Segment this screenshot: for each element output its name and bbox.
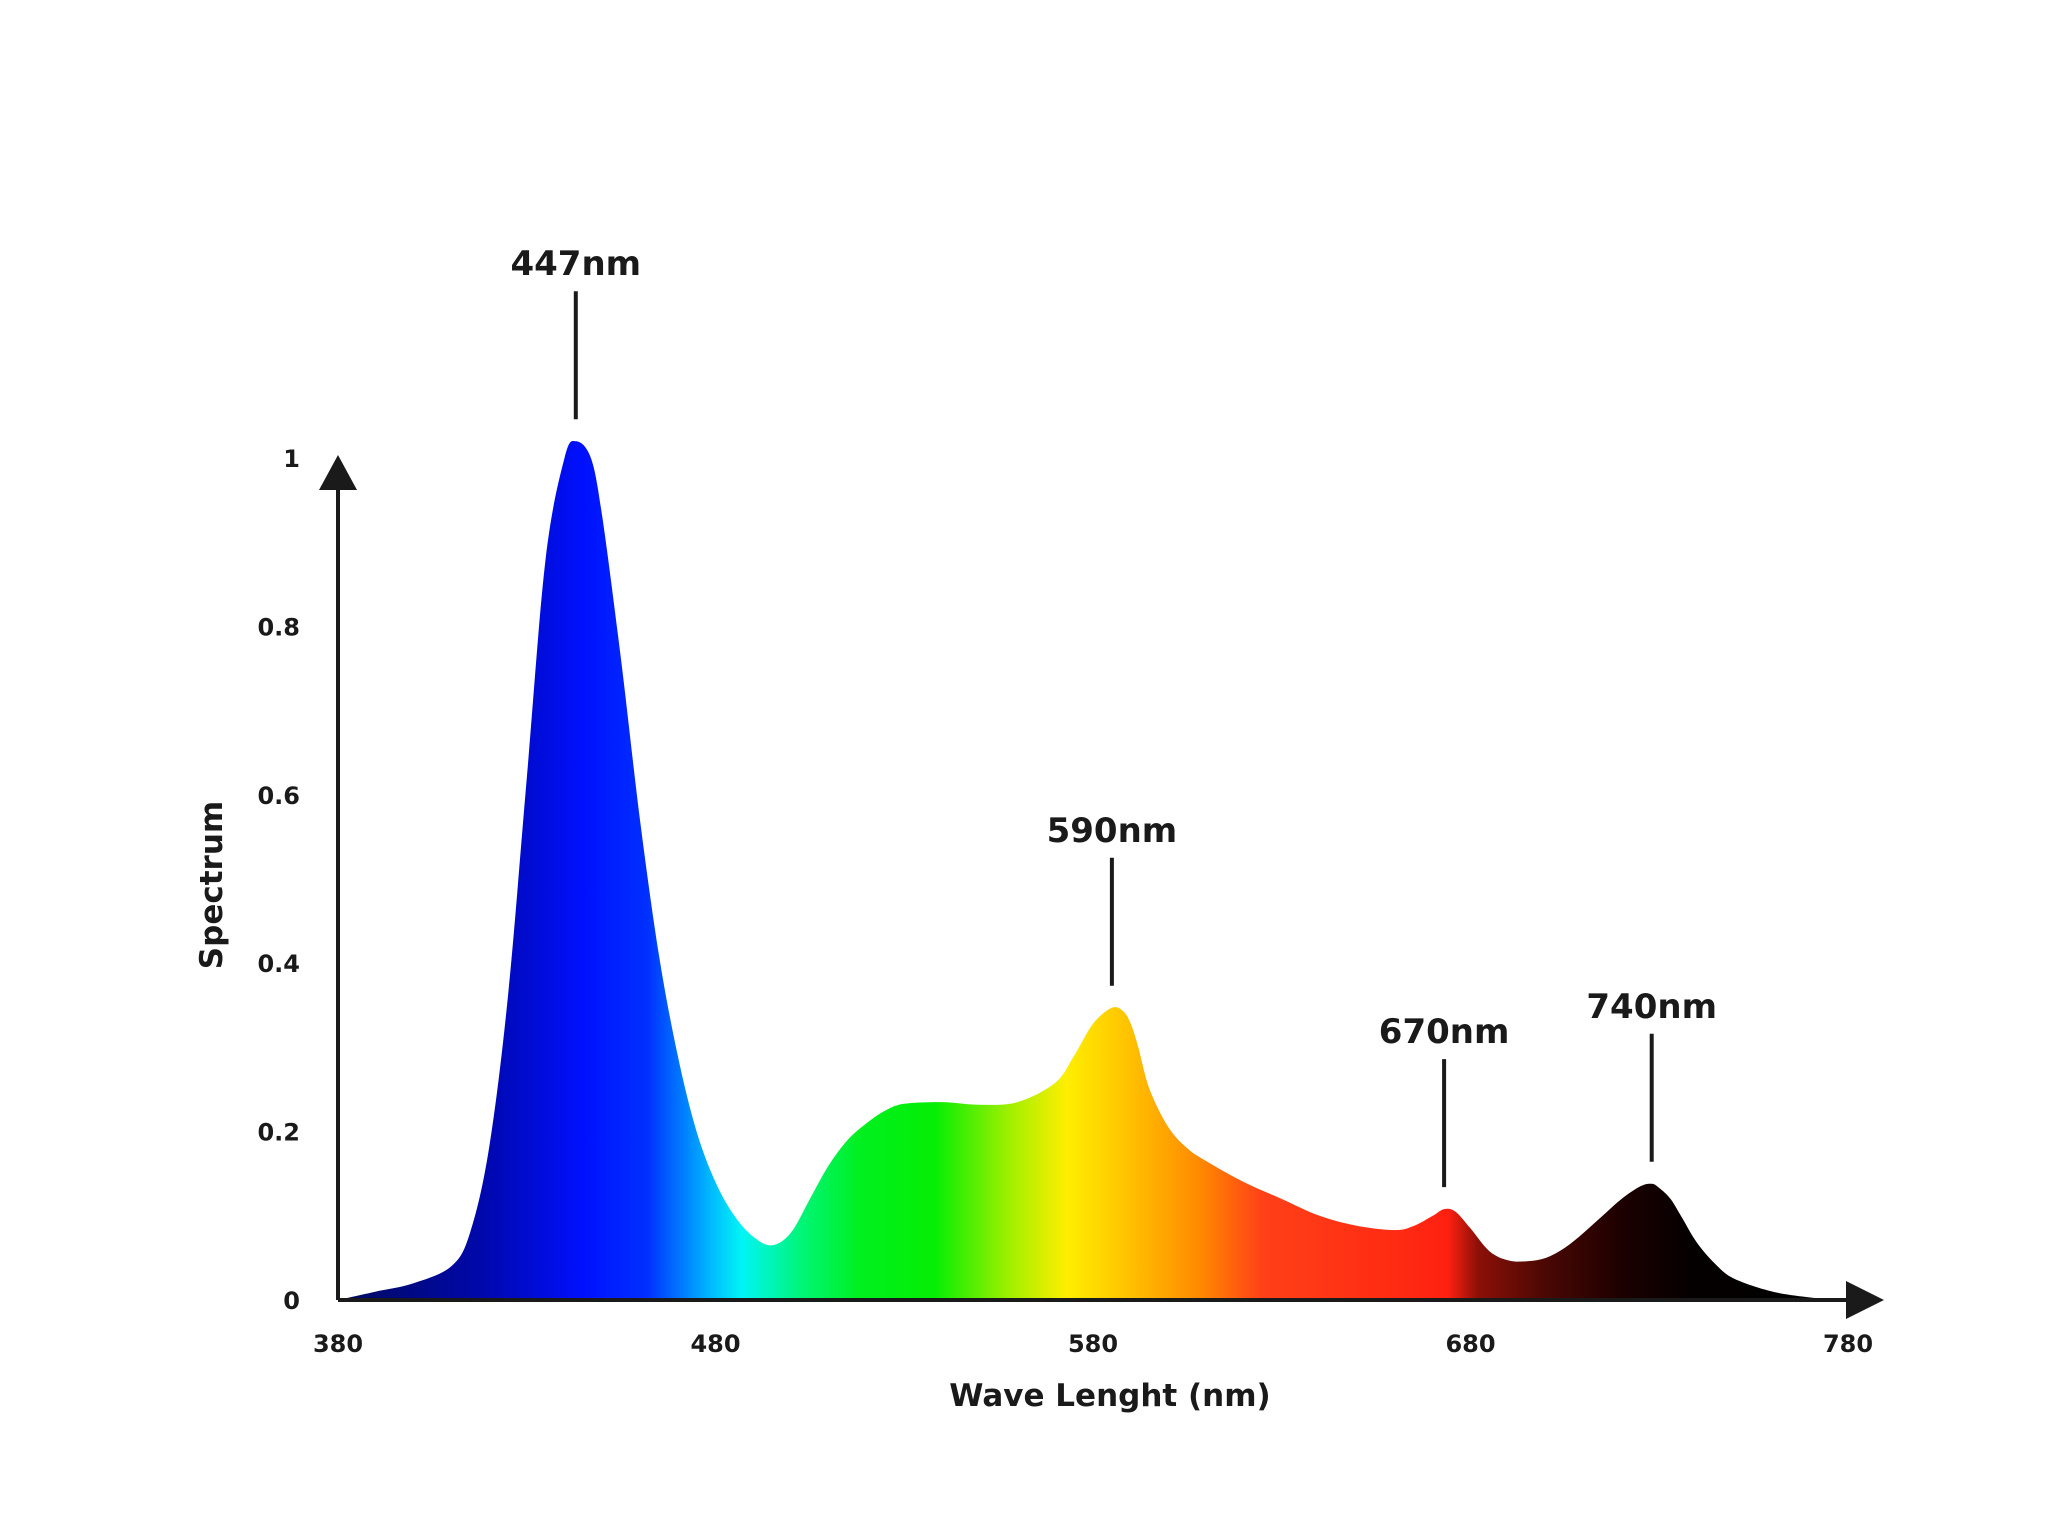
peak-label: 590nm	[1047, 811, 1178, 851]
y-tick-label: 0.2	[257, 1119, 300, 1147]
peak-label: 670nm	[1379, 1012, 1510, 1052]
x-tick-label: 680	[1445, 1330, 1495, 1358]
x-axis-arrow	[1846, 1281, 1884, 1319]
spectrum-area	[338, 441, 1848, 1300]
x-tick-label: 580	[1068, 1330, 1118, 1358]
peak-label: 740nm	[1586, 987, 1717, 1027]
x-tick-label: 380	[313, 1330, 363, 1358]
x-axis-title: Wave Lenght (nm)	[949, 1378, 1270, 1414]
y-tick-label: 0	[283, 1287, 300, 1315]
y-tick-label: 0.6	[257, 782, 300, 810]
peak-label: 447nm	[510, 244, 641, 284]
labels: Wave Lenght (nm) Spectrum 380 480 580 680 78…	[194, 244, 1873, 1414]
y-axis-arrow	[319, 455, 357, 490]
y-tick-label: 1	[283, 445, 300, 473]
plot-area	[338, 441, 1848, 1300]
axes	[319, 455, 1884, 1319]
y-tick-label: 0.4	[257, 950, 300, 978]
x-tick-label: 780	[1823, 1330, 1873, 1358]
x-tick-label: 480	[690, 1330, 740, 1358]
y-tick-label: 0.8	[257, 613, 300, 641]
y-axis-title: Spectrum	[194, 801, 230, 969]
